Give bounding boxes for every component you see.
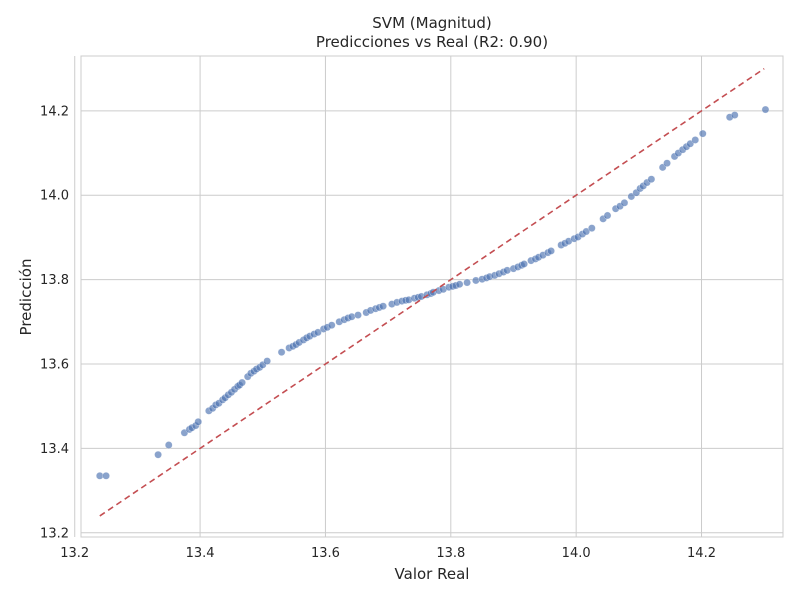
y-tick-labels: 13.2 13.4 13.6 13.8 14.0 14.2 [40, 104, 69, 541]
data-point [238, 378, 246, 387]
data-point [603, 211, 612, 220]
y-tick-label: 14.2 [40, 104, 69, 119]
data-point [520, 260, 528, 268]
x-axis-label: Valor Real [395, 565, 470, 583]
data-point [263, 357, 272, 365]
y-tick-label: 13.8 [40, 273, 69, 288]
data-point [761, 105, 770, 114]
x-tick-label: 14.2 [687, 546, 716, 561]
data-point [327, 321, 336, 330]
x-tick-label: 13.6 [311, 546, 340, 561]
x-tick-label: 14.0 [562, 546, 591, 561]
chart-title: SVM (Magnitud) [372, 14, 491, 32]
data-point [698, 129, 707, 138]
data-point [102, 471, 110, 480]
data-point [582, 227, 591, 236]
data-point [730, 111, 739, 119]
data-point [164, 441, 173, 449]
y-tick-label: 13.2 [40, 526, 69, 541]
y-tick-label: 13.4 [40, 442, 69, 457]
data-point [194, 417, 203, 426]
data-point [647, 175, 656, 184]
chart-subtitle: Predicciones vs Real (R2: 0.90) [316, 33, 548, 51]
data-point [154, 450, 162, 459]
data-point [463, 278, 471, 287]
data-point [354, 311, 362, 319]
data-point [277, 348, 286, 357]
data-point [314, 328, 322, 337]
x-tick-label: 13.8 [436, 546, 465, 561]
data-point [587, 224, 596, 232]
data-point [455, 280, 464, 289]
data-point [691, 136, 700, 144]
data-point [472, 276, 480, 285]
x-tick-label: 13.2 [60, 546, 89, 561]
scatter-points [95, 105, 770, 480]
y-tick-label: 13.6 [40, 358, 69, 373]
y-tick-label: 14.0 [40, 189, 69, 204]
data-point [379, 302, 387, 311]
y-axis-label: Predicción [17, 259, 35, 336]
data-point [620, 198, 629, 207]
x-tick-labels: 13.2 13.4 13.6 13.8 14.0 14.2 [60, 546, 716, 561]
data-point [663, 159, 671, 168]
reference-line [99, 67, 765, 517]
data-point [547, 247, 555, 255]
plot-frame [80, 55, 784, 538]
x-tick-label: 13.4 [186, 546, 215, 561]
